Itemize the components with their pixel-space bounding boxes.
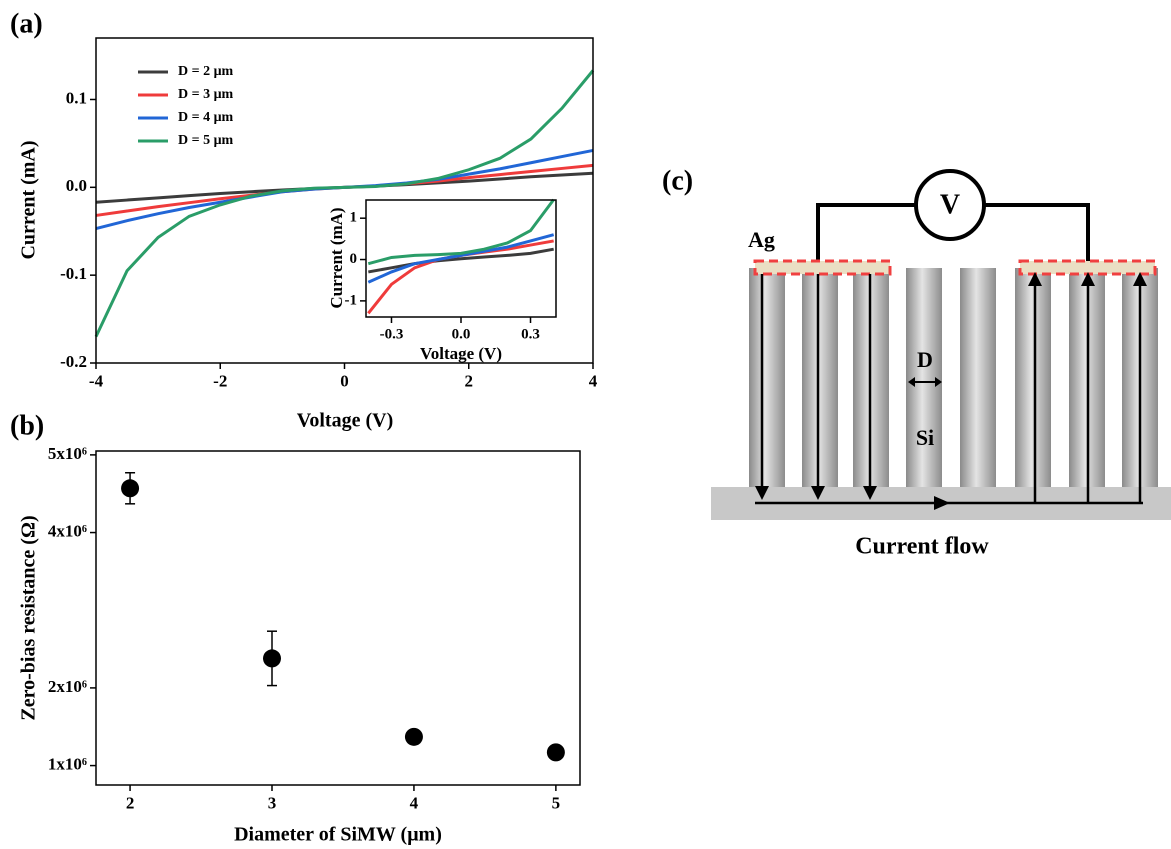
x-tick-label: 2	[465, 372, 474, 391]
circuit-diagram: V Ag D Si Current flow	[711, 169, 1171, 560]
voltmeter-label: V	[940, 189, 960, 220]
y-tick-label: 5x10⁶	[48, 444, 87, 463]
legend-label: D = 3 μm	[178, 87, 234, 102]
x-tick-label: 3	[268, 794, 277, 813]
data-line	[94, 69, 595, 338]
wire-columns	[749, 268, 1158, 487]
panel-label: (c)	[662, 165, 693, 196]
x-tick-label: -4	[89, 372, 104, 391]
x-tick-label: 5	[552, 794, 561, 813]
x-tick-label: 2	[126, 794, 135, 813]
data-point	[263, 649, 281, 668]
x-tick-label: -0.3	[380, 326, 404, 342]
x-axis-label: Voltage (V)	[297, 410, 393, 432]
x-tick-label: -2	[213, 372, 227, 391]
y-tick-label: -0.1	[60, 264, 87, 283]
x-axis-label: Diameter of SiMW (μm)	[234, 824, 442, 846]
y-tick-label: 1	[350, 210, 358, 226]
y-axis-label: Zero-bias resistance (Ω)	[18, 515, 40, 720]
y-tick-label: 0.1	[66, 88, 87, 107]
ag-pad	[1018, 259, 1157, 276]
voltmeter	[914, 169, 986, 241]
legend-label: D = 5 μm	[178, 133, 234, 148]
x-tick-label: 0.0	[452, 326, 471, 342]
legend-label: D = 2 μm	[178, 64, 234, 79]
caption: Current flow	[855, 534, 989, 560]
legend-label: D = 4 μm	[178, 110, 234, 125]
data-line	[367, 198, 555, 266]
data-point	[404, 727, 423, 746]
material-label: Si	[916, 425, 934, 450]
plot-frame	[95, 450, 581, 786]
x-tick-label: 4	[589, 372, 598, 391]
data-point	[546, 743, 565, 762]
y-tick-label: -1	[345, 292, 358, 308]
electrode-label: Ag	[748, 227, 775, 252]
data-line	[368, 247, 554, 274]
data-line	[367, 233, 555, 284]
diameter-label: D	[917, 347, 933, 372]
y-tick-label: 0	[350, 251, 358, 267]
current-arrows	[755, 272, 1147, 510]
x-axis-label: Voltage (V)	[420, 344, 502, 363]
x-tick-label: 4	[410, 794, 419, 813]
x-tick-label: 0.3	[521, 326, 540, 342]
plot-frame	[95, 37, 594, 364]
wires	[816, 203, 1090, 266]
y-tick-label: 2x10⁶	[48, 677, 87, 696]
ag-pad	[753, 259, 892, 276]
panel-label: (a)	[10, 8, 43, 39]
panel-label: (b)	[10, 410, 44, 441]
y-tick-label: 4x10⁶	[48, 521, 87, 540]
x-tick-label: 0	[340, 372, 349, 391]
y-tick-label: -0.2	[60, 352, 87, 371]
y-axis-label: Current (mA)	[18, 140, 40, 259]
y-axis-label: Current (mA)	[327, 207, 346, 308]
plot-frame	[365, 199, 557, 318]
y-tick-label: 1x10⁶	[48, 754, 87, 773]
data-point	[121, 479, 140, 498]
y-tick-label: 0.0	[66, 176, 87, 195]
